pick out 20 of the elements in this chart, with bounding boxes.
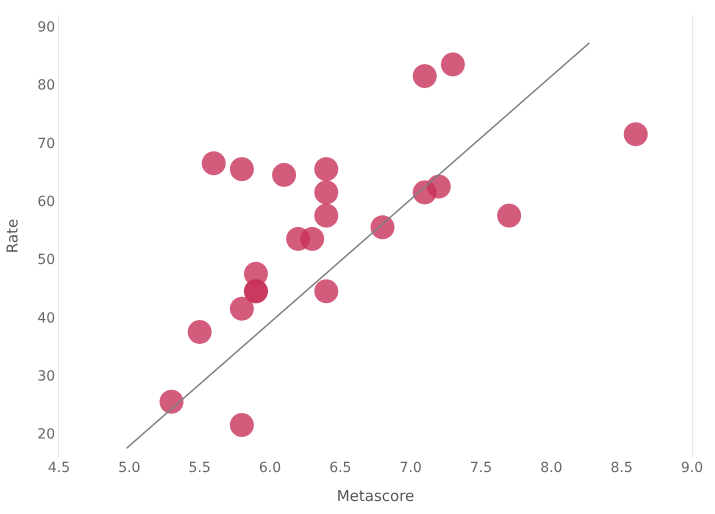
x-tick-label: 8.0 xyxy=(540,460,562,476)
y-tick-label: 30 xyxy=(37,368,56,384)
y-tick-label: 50 xyxy=(37,252,56,268)
x-tick-label: 6.5 xyxy=(329,460,352,476)
x-axis-title: Metascore xyxy=(336,487,414,505)
y-tick-label: 20 xyxy=(37,426,56,443)
x-tick-label: 4.5 xyxy=(48,460,70,476)
y-tick-label: 80 xyxy=(37,78,56,94)
x-tick-label: 7.5 xyxy=(470,460,492,476)
x-tick-label: 9.0 xyxy=(680,460,704,476)
x-tick-label: 5.0 xyxy=(118,460,140,476)
x-tick-label: 5.5 xyxy=(188,460,211,476)
x-tick-label: 6.0 xyxy=(258,460,282,476)
x-tick-label: 7.0 xyxy=(400,460,422,476)
y-tick-label: 90 xyxy=(37,20,56,36)
y-axis-title: Rate xyxy=(4,218,22,254)
x-tick-label: 8.5 xyxy=(610,460,633,476)
y-tick-label: 70 xyxy=(37,136,56,152)
y-tick-label: 60 xyxy=(37,194,56,210)
y-tick-label: 40 xyxy=(37,310,56,326)
